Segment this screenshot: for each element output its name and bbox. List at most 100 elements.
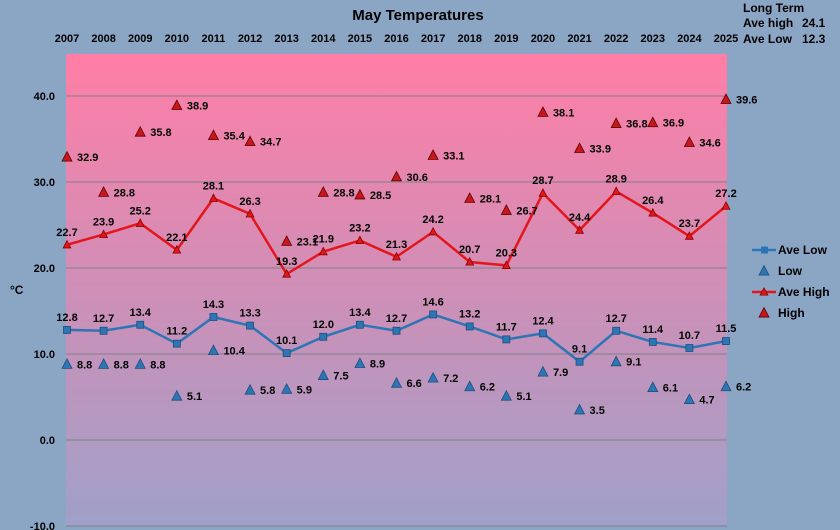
ave-high-data-label: 27.2 (715, 188, 736, 200)
ave-high-point (611, 186, 621, 196)
ave-low-data-label: 11.2 (166, 326, 187, 338)
high-data-label: 38.1 (553, 107, 574, 119)
high-point (354, 188, 366, 200)
ave-low-point (355, 320, 364, 329)
ave-low-data-label: 11.7 (496, 321, 517, 333)
high-point (500, 204, 512, 215)
low-data-label: 3.5 (590, 405, 605, 417)
high-point (317, 186, 329, 197)
y-tick-label: -10.0 (30, 521, 55, 530)
low-point (647, 381, 659, 392)
low-point (134, 358, 146, 369)
low-point (281, 382, 293, 394)
x-tick-label: 2017 (421, 33, 445, 45)
low-data-label: 5.1 (516, 391, 531, 403)
long-term-ave-low-value: 12.3 (802, 32, 826, 46)
low-data-label: 4.7 (699, 395, 714, 407)
legend-low-marker (758, 264, 770, 276)
high-point (98, 186, 110, 197)
ave-high-data-label: 28.7 (532, 175, 553, 187)
low-point (537, 365, 549, 377)
y-tick-label: 40.0 (34, 91, 55, 103)
ave-high-data-label: 23.9 (93, 216, 114, 228)
y-tick-label: 30.0 (34, 177, 55, 189)
x-tick-label: 2008 (91, 33, 115, 45)
long-term-title: Long Term (743, 1, 804, 15)
ave-high-point (282, 268, 292, 278)
legend: Ave Low Low Ave High High (752, 243, 830, 320)
ave-low-data-label: 13.2 (459, 308, 480, 320)
ave-low-point (319, 332, 328, 341)
high-data-label: 33.1 (443, 150, 464, 162)
ave-low-point (722, 337, 730, 346)
long-term-ave-low-label: Ave Low (743, 32, 793, 46)
ave-low-point (172, 339, 181, 348)
low-point (354, 357, 366, 368)
high-data-label: 34.7 (260, 137, 281, 149)
ave-low-point (282, 349, 291, 358)
ave-low-data-label: 14.3 (203, 299, 224, 311)
ave-low-point (575, 357, 584, 366)
high-data-label: 35.4 (223, 131, 245, 143)
ave-low-data-label: 12.0 (313, 319, 334, 331)
ave-low-data-label: 11.5 (716, 323, 737, 335)
high-point (720, 93, 732, 104)
low-point (427, 371, 439, 383)
y-tick-label: 20.0 (34, 263, 55, 275)
high-point (464, 192, 476, 203)
legend-high-marker (758, 306, 770, 318)
x-tick-label: 2019 (494, 33, 518, 45)
ave-low-data-label: 11.4 (642, 324, 664, 336)
y-tick-label: 0.0 (40, 435, 55, 447)
x-tick-label: 2022 (604, 33, 628, 45)
low-data-label: 8.8 (114, 359, 129, 371)
ave-high-point (721, 201, 731, 210)
ave-high-data-label: 28.9 (605, 173, 626, 185)
ave-low-point (99, 326, 108, 335)
ave-high-data-label: 24.2 (422, 214, 443, 226)
low-point (500, 389, 512, 401)
y-axis-label: °C (10, 283, 24, 297)
high-point (207, 129, 220, 141)
legend-ave-low-label: Ave Low (778, 243, 828, 257)
high-point (134, 125, 146, 137)
ave-high-data-label: 24.4 (569, 212, 591, 224)
low-data-label: 7.5 (333, 371, 348, 383)
ave-high-point (99, 229, 109, 239)
high-point (647, 116, 659, 128)
high-data-label: 30.6 (407, 172, 428, 184)
ave-low-point (246, 321, 254, 330)
high-point (427, 149, 439, 160)
low-point (98, 358, 110, 369)
high-data-label: 32.9 (77, 152, 98, 164)
x-tick-label: 2023 (641, 33, 665, 45)
low-point (720, 380, 732, 392)
x-tick-label: 2015 (348, 33, 372, 45)
legend-high-label: High (778, 306, 805, 320)
low-data-label: 7.2 (443, 373, 458, 385)
ave-low-point (612, 326, 621, 335)
ave-high-data-label: 23.2 (349, 222, 370, 234)
high-data-label: 28.8 (114, 187, 135, 199)
high-point (390, 170, 403, 182)
ave-high-data-label: 26.4 (642, 195, 664, 207)
ave-low-point (136, 320, 145, 329)
low-data-label: 6.2 (480, 382, 495, 394)
ave-low-data-label: 14.6 (422, 296, 443, 308)
ave-low-point (685, 344, 694, 352)
low-data-label: 5.8 (260, 385, 275, 397)
ave-high-point (538, 188, 548, 197)
x-tick-label: 2021 (567, 33, 591, 45)
ave-high-data-label: 26.3 (239, 196, 260, 208)
ave-low-data-label: 12.7 (386, 313, 407, 325)
low-data-label: 6.1 (663, 383, 678, 395)
ave-high-point (62, 239, 72, 249)
low-point (171, 389, 183, 401)
high-data-label: 23.1 (297, 236, 318, 248)
ave-high-data-label: 19.3 (276, 256, 297, 268)
high-point (281, 235, 293, 246)
long-term-ave-high-label: Ave high (743, 16, 793, 30)
x-tick-label: 2010 (165, 33, 189, 45)
ave-low-point (648, 338, 657, 346)
ave-high-point (501, 260, 511, 269)
